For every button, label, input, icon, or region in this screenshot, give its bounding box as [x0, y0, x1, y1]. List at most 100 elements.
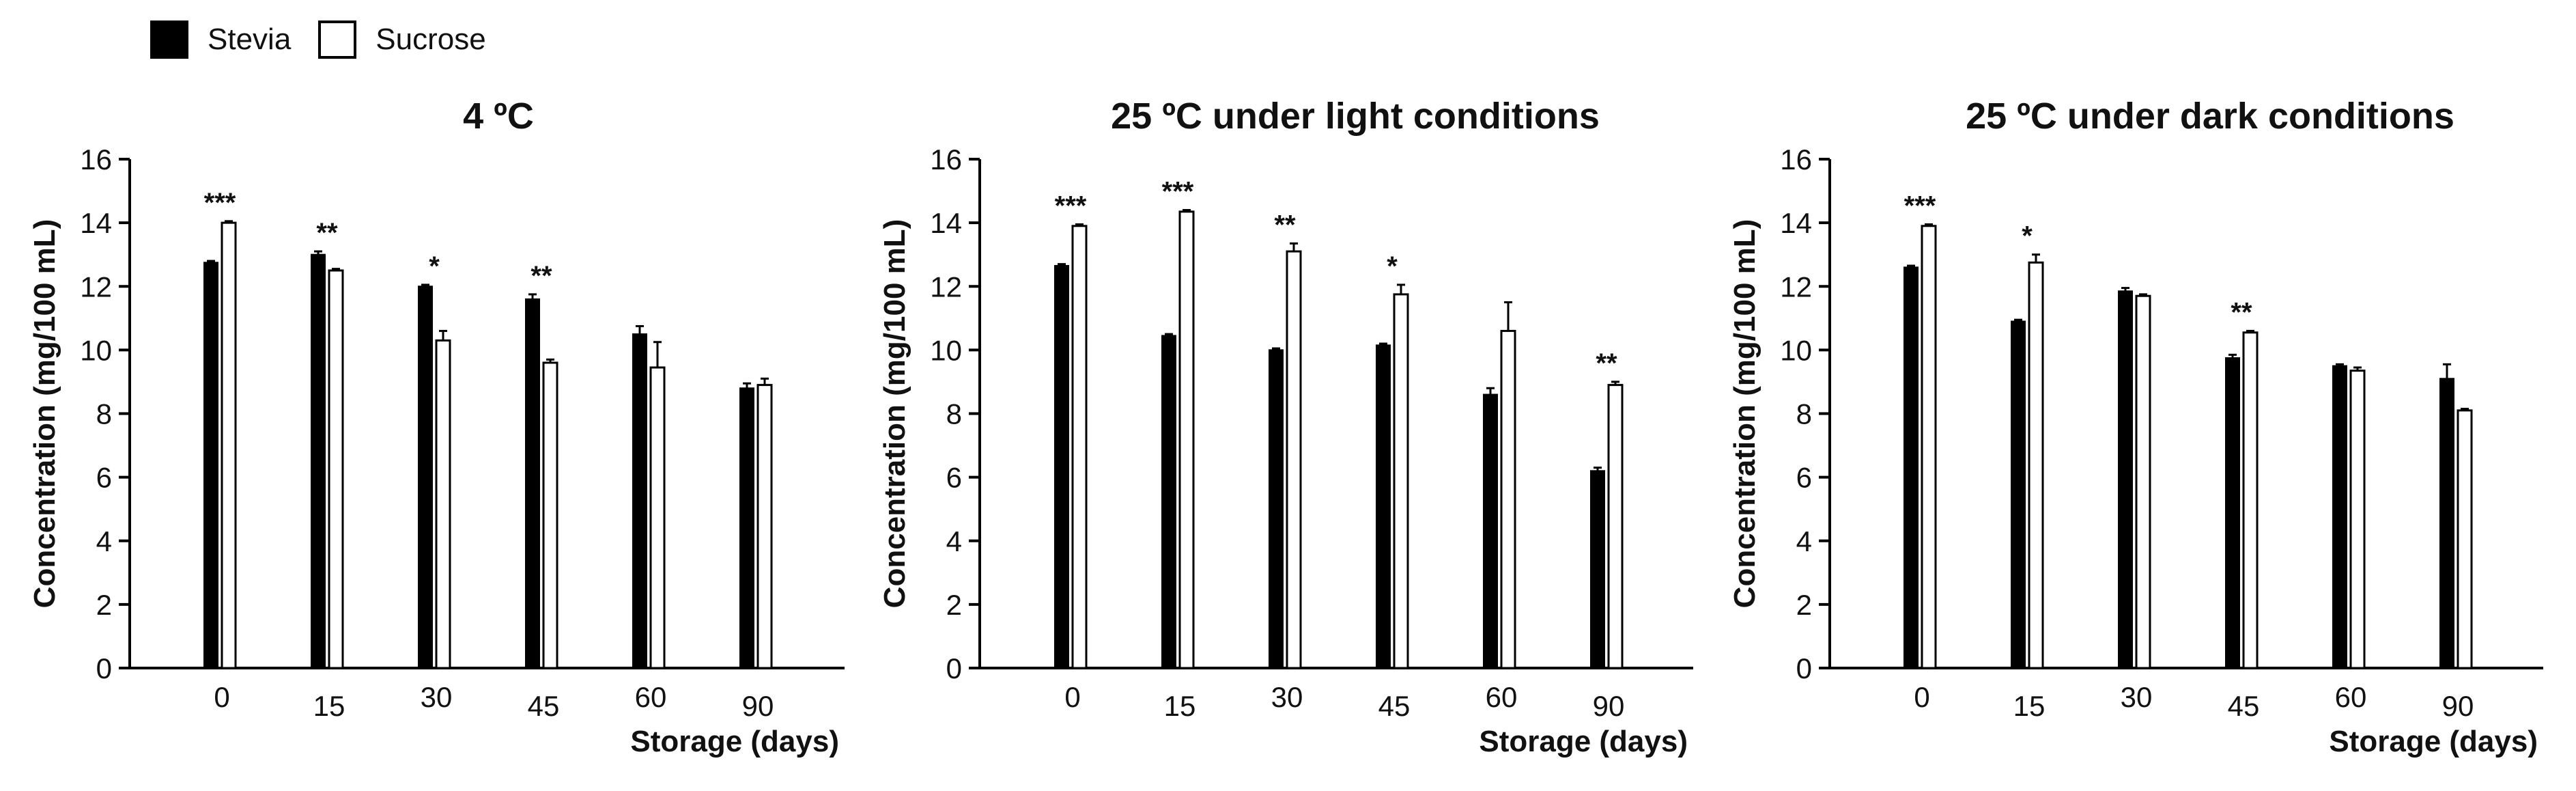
- significance-marker: **: [530, 261, 552, 291]
- y-tick-label: 0: [96, 652, 112, 684]
- y-tick-label: 0: [946, 652, 962, 684]
- chart-title: 25 ºC under light conditions: [1111, 96, 1600, 137]
- bar-stevia: [1376, 344, 1391, 669]
- x-tick-label: 30: [1271, 681, 1303, 713]
- y-tick-label: 16: [80, 143, 112, 176]
- y-tick-label: 8: [1796, 398, 1812, 430]
- x-axis-label: Storage (days): [1479, 725, 1688, 758]
- chart-panel-2: 25 ºC under light conditions 0 2 4 6 8 10 12 14 1…: [878, 96, 1693, 758]
- bar-sucrose: [542, 361, 558, 669]
- significance-marker: ***: [204, 188, 236, 218]
- y-tick-label: 4: [1796, 525, 1812, 557]
- y-tick-label: 12: [80, 270, 112, 303]
- bar-stevia: [2332, 365, 2347, 669]
- x-tick-label: 15: [313, 690, 345, 722]
- bar-stevia: [739, 387, 754, 669]
- y-tick-label: 16: [930, 143, 962, 176]
- bar-stevia: [2118, 290, 2133, 669]
- significance-marker: **: [316, 218, 338, 248]
- bar-sucrose: [1921, 225, 1937, 669]
- x-axis-label: Storage (days): [2329, 725, 2538, 758]
- significance-marker: *: [2022, 221, 2033, 251]
- bar-sucrose: [2457, 409, 2473, 669]
- y-tick-label: 6: [1796, 462, 1812, 494]
- bar-sucrose: [756, 384, 773, 669]
- bar-stevia: [1903, 266, 1919, 669]
- bar-stevia: [311, 253, 326, 669]
- significance-marker: ***: [1162, 177, 1194, 207]
- bar-sucrose: [2242, 331, 2259, 669]
- bar-stevia: [418, 286, 433, 669]
- significance-marker: *: [1387, 251, 1398, 281]
- y-tick-label: 4: [946, 525, 962, 557]
- y-tick-label: 2: [96, 589, 112, 621]
- bar-stevia: [2439, 378, 2454, 669]
- significance-marker: **: [2231, 297, 2252, 327]
- bar-sucrose: [1393, 293, 1409, 669]
- y-tick-label: 6: [946, 462, 962, 494]
- x-tick-label: 60: [2335, 681, 2367, 713]
- y-tick-label: 16: [1780, 143, 1812, 176]
- x-tick-label: 60: [1486, 681, 1518, 713]
- chart-title: 4 ºC: [463, 96, 534, 137]
- y-tick-label: 2: [1796, 589, 1812, 621]
- y-tick-label: 14: [80, 207, 112, 239]
- y-axis-label: Concentration (mg/100 mL): [878, 219, 911, 609]
- x-tick-label: 30: [421, 681, 453, 713]
- x-tick-label: 45: [2228, 690, 2260, 722]
- x-tick-label: 0: [1064, 681, 1080, 713]
- legend-swatch-sucrose: [318, 20, 357, 59]
- y-tick-label: 10: [930, 334, 962, 366]
- bar-sucrose: [1178, 210, 1195, 669]
- bar-sucrose: [2028, 261, 2044, 669]
- significance-marker: ***: [1904, 191, 1936, 221]
- bar-stevia: [1161, 335, 1176, 669]
- y-axis-label: Concentration (mg/100 mL): [1728, 219, 1761, 609]
- y-tick-label: 12: [930, 270, 962, 303]
- bar-sucrose: [1607, 384, 1624, 669]
- y-tick-label: 8: [946, 398, 962, 430]
- chart-title: 25 ºC under dark conditions: [1966, 96, 2454, 137]
- bar-sucrose: [1071, 225, 1088, 669]
- y-axis-label: Concentration (mg/100 mL): [28, 219, 61, 609]
- bar-sucrose: [649, 366, 666, 669]
- bar-sucrose: [2349, 370, 2366, 669]
- y-tick-label: 6: [96, 462, 112, 494]
- bar-stevia: [632, 333, 647, 669]
- legend-item-sucrose: Sucrose: [318, 20, 486, 59]
- y-tick-label: 8: [96, 398, 112, 430]
- bar-sucrose: [328, 269, 344, 669]
- chart-panel-3: 25 ºC under dark conditions 0 2 4 6 8 10 12 14 16…: [1728, 96, 2543, 758]
- legend-swatch-stevia: [150, 20, 188, 59]
- bar-stevia: [2011, 320, 2026, 669]
- bar-sucrose: [2135, 294, 2151, 669]
- significance-marker: **: [1274, 210, 1296, 240]
- x-tick-label: 60: [635, 681, 667, 713]
- x-tick-label: 0: [214, 681, 229, 713]
- x-tick-label: 0: [1914, 681, 1929, 713]
- bar-sucrose: [1500, 329, 1516, 669]
- bar-stevia: [1054, 264, 1069, 669]
- chart-panel-1: 4 ºC 0 2 4 6 8 10 12 14 16 Concentration (mg/100 m…: [28, 96, 845, 758]
- x-tick-label: 45: [1378, 690, 1411, 722]
- bar-stevia: [203, 262, 218, 669]
- x-axis-label: Storage (days): [630, 725, 839, 758]
- legend-label-sucrose: Sucrose: [376, 23, 486, 56]
- x-tick-label: 45: [528, 690, 560, 722]
- y-tick-label: 10: [1780, 334, 1812, 366]
- significance-marker: *: [429, 251, 440, 281]
- y-tick-label: 10: [80, 334, 112, 366]
- legend-item-stevia: Stevia: [150, 20, 291, 59]
- bar-stevia: [1483, 393, 1498, 669]
- bar-sucrose: [1286, 250, 1302, 669]
- y-tick-label: 4: [96, 525, 112, 557]
- x-tick-label: 90: [2442, 690, 2474, 722]
- bar-sucrose: [221, 221, 237, 669]
- y-tick-label: 12: [1780, 270, 1812, 303]
- x-tick-label: 90: [1593, 690, 1625, 722]
- x-tick-label: 15: [1164, 690, 1196, 722]
- significance-marker: ***: [1055, 191, 1087, 221]
- significance-marker: **: [1596, 348, 1617, 378]
- legend-label-stevia: Stevia: [208, 23, 292, 56]
